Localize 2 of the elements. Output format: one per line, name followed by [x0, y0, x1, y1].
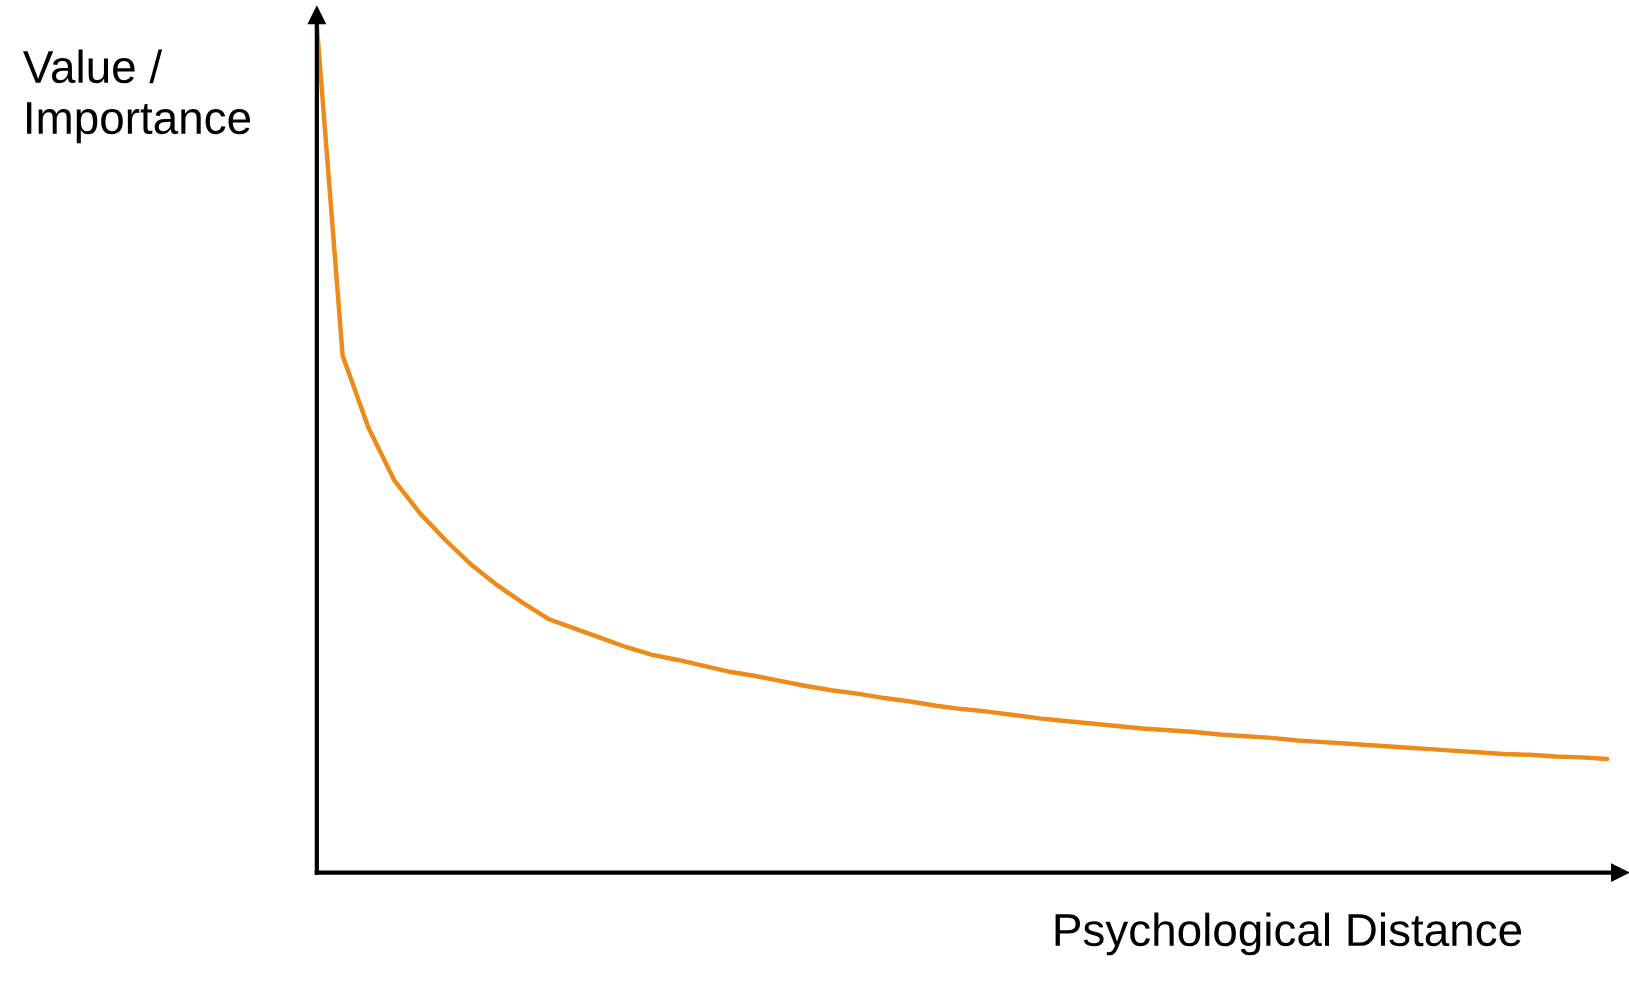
- y-axis-title: Value / Importance: [23, 49, 251, 144]
- x-axis-title: Psychological Distance: [1055, 912, 1522, 956]
